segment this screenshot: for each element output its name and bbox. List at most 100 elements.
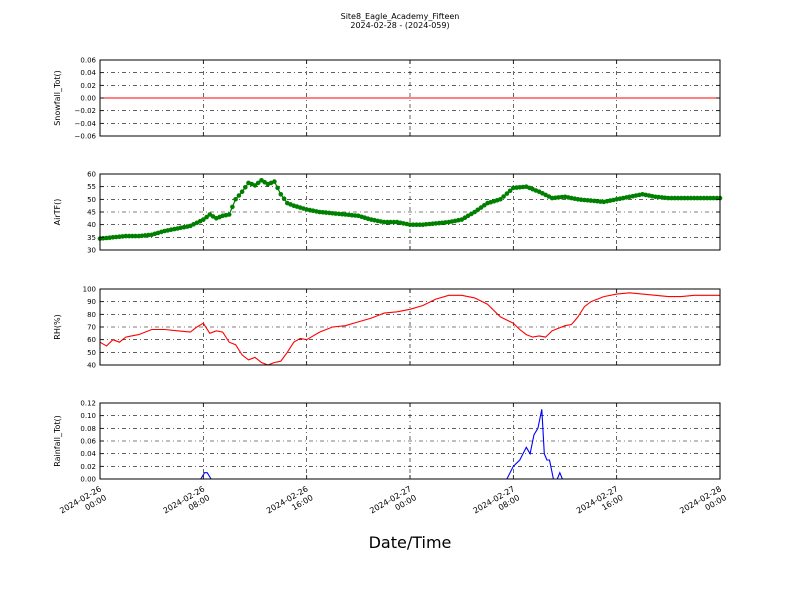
y-tick-label: 0.12 [80, 400, 96, 408]
data-point [333, 211, 339, 216]
x-axis-label: Date/Time [368, 533, 452, 552]
y-axis-label: AirTF() [53, 199, 62, 226]
data-point [275, 185, 280, 191]
data-point [281, 196, 287, 201]
y-tick-label: 0.06 [80, 57, 96, 65]
data-point [598, 199, 603, 204]
y-axis-label: Rainfall_Tot() [53, 415, 62, 467]
data-point [708, 195, 713, 201]
data-point [504, 191, 510, 196]
data-point [239, 189, 245, 194]
data-point [201, 217, 206, 222]
data-point [482, 203, 487, 208]
data-point [423, 222, 429, 227]
data-point [146, 232, 151, 238]
y-tick-label: 80 [87, 311, 96, 319]
y-axis-label: Snowfall_Tot() [53, 70, 62, 126]
y-tick-label: 0.02 [80, 463, 96, 471]
data-point [578, 197, 584, 202]
y-tick-label: 40 [87, 221, 96, 229]
data-point [113, 234, 119, 240]
y-tick-label: 50 [87, 196, 96, 204]
data-point [511, 185, 516, 191]
y-tick-label: −0.02 [75, 107, 96, 115]
y-tick-label: 0.06 [80, 438, 96, 446]
data-point [472, 209, 477, 215]
data-point [478, 205, 484, 210]
data-point [236, 193, 242, 198]
y-tick-label: 0.02 [80, 82, 96, 90]
y-tick-label: 0.04 [80, 69, 96, 77]
data-point [204, 214, 209, 220]
data-point [666, 195, 671, 201]
data-point [417, 222, 423, 227]
data-point [323, 210, 329, 215]
y-tick-label: 0.10 [80, 412, 96, 420]
data-point [656, 194, 661, 200]
chart-subtitle: 2024-02-28 - (2024-059) [350, 21, 450, 30]
data-point [701, 195, 707, 201]
data-point [123, 233, 129, 239]
y-tick-label: 55 [87, 183, 96, 191]
y-tick-label: 70 [87, 324, 96, 332]
data-point [691, 195, 697, 201]
data-point [230, 204, 235, 210]
series-line [99, 292, 720, 366]
y-tick-label: 40 [87, 362, 96, 370]
data-point [391, 219, 397, 225]
data-point [501, 194, 506, 199]
data-point [685, 195, 690, 201]
data-point [226, 212, 232, 217]
y-tick-label: 60 [87, 336, 96, 344]
y-tick-label: −0.04 [75, 120, 97, 128]
y-tick-label: −0.06 [75, 133, 97, 141]
data-point [252, 183, 258, 188]
y-tick-label: 100 [83, 286, 96, 294]
data-point [704, 195, 710, 201]
data-point [388, 219, 393, 225]
data-point [675, 195, 681, 201]
data-point [688, 195, 694, 201]
data-point [556, 195, 561, 200]
data-point [255, 180, 261, 186]
series-line [100, 409, 720, 480]
chart-title: Site8_Eagle_Academy_Fifteen [340, 12, 460, 21]
data-point [588, 198, 594, 203]
y-tick-label: 35 [87, 234, 96, 242]
y-tick-label: 45 [87, 209, 96, 217]
data-point [381, 219, 387, 225]
data-point [711, 195, 716, 201]
data-point [679, 195, 684, 201]
data-point [520, 184, 526, 190]
y-axis-label: RH(%) [53, 314, 62, 339]
y-tick-label: 60 [87, 171, 96, 179]
y-tick-label: 0.00 [80, 476, 96, 484]
data-point [433, 221, 439, 226]
data-point [507, 188, 513, 194]
data-point [698, 195, 703, 201]
data-point [695, 195, 700, 201]
data-point [233, 197, 238, 202]
data-point [669, 195, 674, 201]
data-point [385, 219, 390, 225]
data-point [414, 222, 419, 227]
y-tick-label: 0.00 [80, 95, 96, 103]
data-point [410, 222, 416, 227]
data-point [443, 220, 448, 225]
data-point [126, 233, 132, 239]
data-point [498, 197, 503, 202]
data-point [130, 233, 135, 239]
data-point [682, 195, 687, 201]
data-point [278, 192, 284, 197]
data-point [133, 233, 138, 239]
data-point [672, 195, 678, 201]
y-tick-label: 90 [87, 298, 96, 306]
